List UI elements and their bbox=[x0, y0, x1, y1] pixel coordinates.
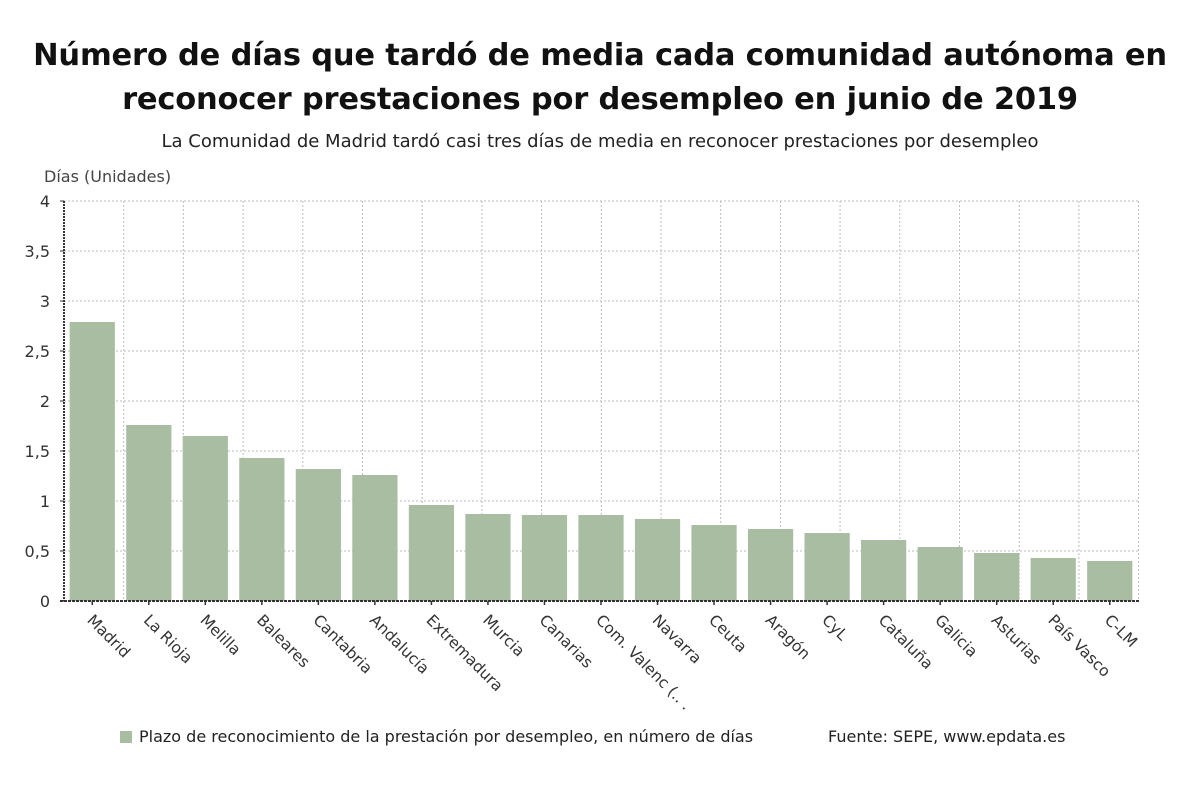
x-tick-label: Aragón bbox=[762, 611, 814, 663]
bar bbox=[352, 475, 398, 601]
chart-title: Número de días que tardó de media cada c… bbox=[0, 34, 1200, 122]
legend-swatch bbox=[120, 730, 132, 743]
bar bbox=[974, 553, 1020, 601]
chart-title-line-2: reconocer prestaciones por desempleo en … bbox=[122, 82, 1078, 117]
bar bbox=[634, 519, 681, 601]
bar bbox=[804, 533, 850, 601]
x-tick-label: Cataluña bbox=[875, 611, 937, 673]
axes bbox=[60, 200, 1140, 605]
x-tick-label: Com. Valenc (.. . bbox=[592, 611, 695, 714]
y-tick-label: 1,5 bbox=[25, 442, 50, 461]
bar bbox=[1087, 561, 1133, 601]
chart-title-line-1: Número de días que tardó de media cada c… bbox=[33, 38, 1167, 73]
y-tick-labels: 0 0,5 1 1,5 2 2,5 3 3,5 4 bbox=[25, 192, 50, 611]
bars bbox=[69, 322, 1133, 601]
x-tick-label: Canarias bbox=[536, 611, 597, 672]
bar bbox=[295, 469, 341, 601]
bar bbox=[521, 515, 568, 601]
y-axis-label: Días (Unidades) bbox=[44, 167, 172, 186]
legend-label: Plazo de reconocimiento de la prestación… bbox=[139, 727, 754, 746]
chart-subtitle: La Comunidad de Madrid tardó casi tres d… bbox=[161, 131, 1039, 152]
bar bbox=[747, 529, 794, 601]
bar bbox=[182, 436, 228, 601]
x-tick-label: Madrid bbox=[83, 611, 133, 661]
bar bbox=[465, 514, 511, 601]
y-tick-label: 4 bbox=[40, 192, 50, 211]
x-tick-label: Murcia bbox=[479, 611, 528, 660]
x-tick-label: Melilla bbox=[196, 611, 244, 659]
x-tick-label: Ceuta bbox=[705, 611, 750, 656]
y-tick-label: 3,5 bbox=[25, 242, 50, 261]
bar bbox=[578, 515, 624, 601]
x-tick-label: Asturias bbox=[988, 611, 1045, 668]
x-tick-label: Andalucía bbox=[366, 611, 433, 678]
x-tick-label: Galicia bbox=[931, 611, 981, 661]
x-tick-label: C-LM bbox=[1101, 611, 1141, 651]
bar bbox=[1030, 558, 1076, 601]
bar bbox=[126, 425, 172, 601]
x-tick-label: CyL bbox=[818, 611, 851, 644]
bar bbox=[861, 540, 907, 601]
y-tick-label: 2,5 bbox=[25, 342, 50, 361]
x-tick-labels: Madrid La Rioja Melilla BalearesCantabriaAn… bbox=[83, 611, 1140, 714]
bar bbox=[69, 322, 115, 601]
y-tick-label: 3 bbox=[40, 292, 50, 311]
y-tick-label: 0,5 bbox=[25, 542, 50, 561]
y-tick-label: 0 bbox=[40, 592, 50, 611]
source-note: Fuente: SEPE, www.epdata.es bbox=[828, 727, 1066, 746]
x-tick-label: Navarra bbox=[649, 611, 705, 667]
legend: Plazo de reconocimiento de la prestación… bbox=[120, 727, 753, 746]
bar bbox=[408, 505, 455, 601]
bar bbox=[239, 458, 285, 601]
bar bbox=[691, 525, 737, 601]
bar bbox=[917, 547, 963, 601]
y-tick-label: 1 bbox=[40, 492, 50, 511]
x-tick-label: Cantabria bbox=[310, 611, 376, 677]
x-tick-label: Baleares bbox=[253, 611, 313, 671]
x-tick-label: La Rioja bbox=[140, 611, 196, 667]
y-tick-label: 2 bbox=[40, 392, 50, 411]
